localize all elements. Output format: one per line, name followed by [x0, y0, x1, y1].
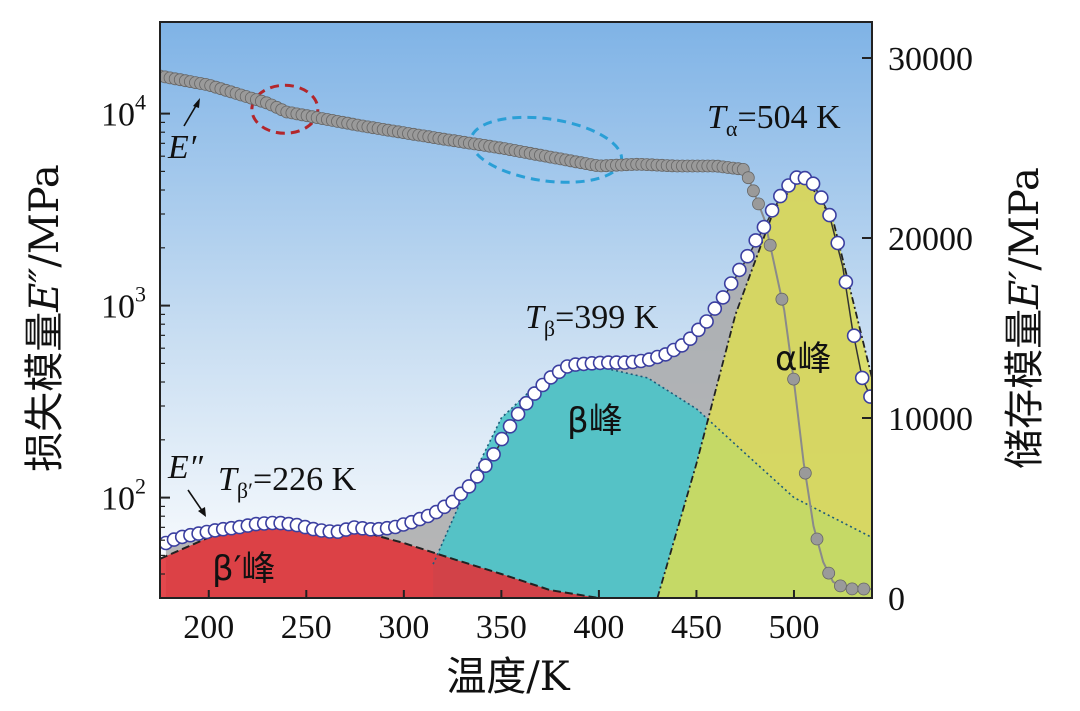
x-tick-label: 350: [476, 609, 527, 646]
storage-point: [798, 466, 812, 480]
y-right-axis-ticks: 0 10000 20000 30000: [862, 41, 973, 618]
loss-point: [502, 418, 518, 434]
y-right-axis-title: 储存模量E′/MPa: [1002, 167, 1048, 469]
y-right-tick-label: 30000: [888, 41, 973, 78]
y-left-tick-label: 103: [101, 282, 146, 326]
plot-frame: [159, 21, 873, 599]
y-left-tick-label: 104: [101, 90, 146, 134]
storage-point: [763, 238, 777, 252]
loss-point: [715, 290, 731, 305]
red-highlight-ellipse: [250, 83, 320, 135]
x-tick-label: 500: [768, 609, 819, 646]
storage-point: [857, 582, 871, 596]
loss-point: [486, 446, 501, 462]
y-left-axis-title: 损失模量E″/MPa: [22, 164, 68, 472]
loss-point: [756, 219, 772, 235]
e-double-prime-arrowhead: [198, 507, 206, 517]
peak-fills: [160, 174, 872, 598]
t-beta-prime-annotation: Tβ′=226 K: [218, 461, 357, 503]
storage-point: [787, 372, 800, 386]
storage-modulus-series: [160, 69, 872, 596]
loss-point: [518, 395, 534, 411]
loss-point: [469, 469, 485, 484]
alpha-peak-label: α峰: [775, 339, 831, 379]
loss-point: [854, 370, 870, 386]
loss-point: [830, 235, 846, 251]
loss-point: [723, 276, 739, 291]
x-tick-label: 250: [281, 609, 332, 646]
y-right-tick-label: 20000: [888, 221, 973, 258]
e-double-prime-arrow: [187, 489, 204, 513]
beta-peak-label: β峰: [567, 401, 623, 441]
loss-point: [510, 406, 526, 422]
loss-point: [682, 331, 698, 347]
x-tick-label: 200: [183, 609, 234, 646]
y-right-tick-label: 10000: [888, 401, 973, 438]
loss-point: [822, 207, 837, 223]
loss-point: [740, 248, 755, 264]
loss-point: [805, 176, 821, 191]
loss-point: [772, 188, 788, 204]
loss-point: [813, 190, 829, 205]
y-left-axis-ticks: 102 103 104: [101, 90, 170, 599]
e-prime-arrowhead: [193, 98, 200, 108]
loss-point: [863, 389, 872, 404]
e-prime-label: E′: [167, 129, 197, 166]
beta-prime-peak-fill: [160, 525, 599, 598]
alpha-peak-fill: [657, 174, 872, 598]
storage-point: [845, 582, 859, 596]
x-axis-ticks: 200 250 300 350 400 450 500: [183, 590, 819, 646]
loss-point: [494, 431, 510, 447]
storage-point: [810, 532, 824, 546]
x-axis-title: 温度/K: [446, 654, 570, 700]
y-right-tick-label: 0: [888, 581, 905, 618]
e-double-prime-label: E″: [167, 449, 204, 486]
y-left-tick-label: 102: [101, 474, 146, 518]
loss-point: [838, 274, 854, 290]
x-tick-label: 300: [378, 609, 429, 646]
storage-point: [822, 566, 836, 580]
loss-point: [764, 203, 780, 218]
storage-point: [741, 171, 755, 185]
loss-point: [699, 314, 714, 329]
storage-point: [775, 292, 789, 306]
loss-point: [478, 458, 493, 474]
beta-prime-peak-label: β′峰: [212, 549, 275, 589]
storage-point: [834, 579, 847, 593]
loss-point: [732, 262, 747, 278]
loss-point: [748, 233, 764, 248]
loss-point: [846, 328, 862, 344]
storage-point: [752, 197, 765, 211]
e-prime-arrow: [183, 103, 198, 127]
loss-point: [461, 479, 477, 494]
t-alpha-annotation: Tα=504 K: [707, 99, 841, 141]
loss-point: [707, 301, 723, 316]
x-tick-label: 450: [671, 609, 722, 646]
x-tick-label: 400: [573, 609, 624, 646]
t-beta-annotation: Tβ=399 K: [525, 299, 659, 341]
storage-point: [747, 184, 760, 198]
